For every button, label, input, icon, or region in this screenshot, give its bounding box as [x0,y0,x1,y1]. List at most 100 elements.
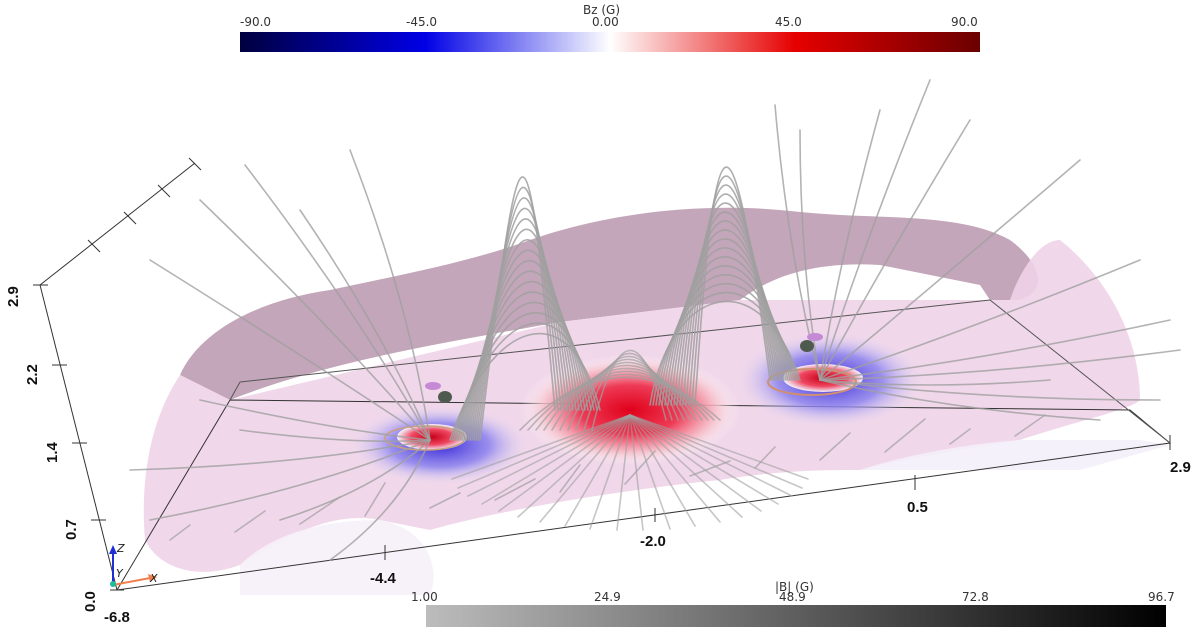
field-line [1014,414,1046,437]
x-tick-label-3: 0.5 [907,499,928,516]
field-line [457,414,631,489]
field-line [517,414,631,518]
field-line [575,355,679,431]
field-surface-top [180,207,1039,400]
field-line [691,175,773,406]
field-line [559,361,691,431]
field-line [754,446,776,469]
field-line [299,209,431,441]
surface-shadow-right [860,440,1170,470]
field-line [589,414,631,530]
marker-sphere-left [438,391,452,403]
bz-tick-3: 45.0 [775,15,802,29]
field-line [279,439,431,521]
field-line [567,358,685,431]
field-line [616,414,631,531]
x-tick-label-4: 2.9 [1170,459,1191,476]
field-line [819,379,1161,401]
field-line [591,349,667,431]
b-colorbar [426,605,1166,627]
field-line [819,379,1051,386]
field-line [629,414,809,480]
b-tick-4: 96.7 [1148,590,1175,604]
field-line [473,207,565,441]
field-line [471,218,568,441]
field-line [819,159,1081,381]
marker-tag-left [425,382,441,390]
field-line [519,376,721,431]
flux-rope-ring-right [767,368,857,396]
field-line [629,414,721,523]
field-line [494,478,536,501]
orientation-x-label: X [149,572,158,585]
field-line [819,319,1171,381]
field-line [629,414,743,518]
orientation-y-label: Y [116,567,124,580]
z-tick-label-1: 0.7 [63,519,80,540]
b-colorbar-title: |B| (G) [775,580,814,594]
field-line [949,428,971,445]
field-line [469,228,571,441]
field-line [129,439,431,471]
field-line [539,414,631,523]
b-tick-0: 1.00 [411,590,438,604]
field-line [629,414,803,489]
field-line [819,79,931,381]
marker-tag-right [807,333,823,341]
field-line [169,524,191,541]
surface-shadow-left [240,520,434,595]
field-line [199,199,431,441]
marker-sphere-right [800,340,814,352]
field-line [467,239,574,441]
field-line [688,184,775,406]
bz-tick-0: -90.0 [240,15,272,29]
bz-colorbar [240,32,980,52]
field-line [234,510,266,533]
field-line [467,414,631,497]
bz-tick-2: 0.00 [592,15,619,29]
z-axis-ticks [33,157,202,591]
x-tick-label-1: -4.4 [370,570,397,587]
field-line [149,259,431,441]
field-line [629,414,671,530]
x-axis-ticks [384,435,1171,560]
field-line [819,109,881,381]
field-line [799,129,821,381]
bz-tick-1: -45.0 [406,15,438,29]
field-line [498,414,631,512]
field-line [689,460,731,477]
field-line [694,166,771,406]
b-tick-2: 48.9 [779,590,806,604]
field-line [629,414,793,497]
field-line [527,373,715,431]
orientation-axes: Z Y X [109,542,158,587]
field-line [583,352,673,431]
field-line [629,414,779,505]
field-line [239,429,431,443]
field-line [479,176,556,441]
field-line [624,450,656,485]
field-line [819,379,1101,421]
field-line [199,399,431,441]
field-line [819,119,971,381]
field-line [543,367,703,431]
bottom-plane [116,399,1172,591]
orientation-z-label: Z [116,542,125,555]
z-tick-label-3: 2.2 [24,364,41,385]
field-line [535,370,709,431]
z-tick-label-2: 1.4 [44,441,61,463]
x-tick-label-0: -6.8 [104,609,130,626]
x-tick-label-2: -2.0 [640,533,666,550]
field-line [629,414,696,527]
field-line [149,439,431,521]
field-line [329,439,431,561]
field-line [364,482,386,517]
bz-tick-4: 90.0 [951,15,978,29]
field-line [559,464,581,493]
field-line [629,414,762,512]
field-line [451,414,631,480]
field-line [481,414,631,505]
field-line [349,149,431,441]
bz-colorbar-title: Bz (G) [583,3,621,17]
